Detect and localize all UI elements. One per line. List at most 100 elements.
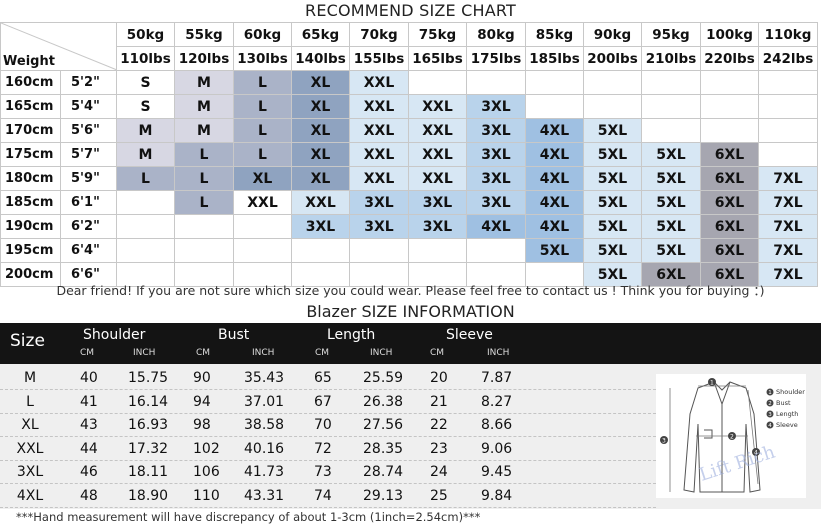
size-cell: 5XL <box>583 214 642 239</box>
blazer-value-cell: 27.56 <box>363 417 404 434</box>
size-cell: 5XL <box>583 262 642 287</box>
weight-kg-header: 50kg <box>116 22 175 47</box>
weight-lbs-header: 200lbs <box>583 46 642 71</box>
blazer-value-cell: 44 <box>80 440 98 457</box>
blazer-value-cell: 22 <box>430 417 448 434</box>
weight-lbs-header: 140lbs <box>291 46 350 71</box>
blazer-value-cell: 35.43 <box>244 370 285 386</box>
weight-kg-header: 70kg <box>349 22 409 47</box>
blazer-value-cell: 65 <box>314 370 332 386</box>
size-cell: L <box>233 70 292 95</box>
size-cell <box>233 214 292 239</box>
size-cell: XXL <box>233 190 292 215</box>
size-cell: M <box>174 70 234 95</box>
blazer-value-cell: 90 <box>193 370 211 386</box>
size-cell: 4XL <box>525 118 584 143</box>
size-cell: XXL <box>349 118 409 143</box>
contact-note: Dear friend! If you are not sure which s… <box>56 283 765 298</box>
size-cell <box>700 70 759 95</box>
size-cell <box>408 262 467 287</box>
blazer-value-cell: 73 <box>314 464 332 481</box>
legend-number-icon <box>766 399 774 407</box>
size-cell: L <box>233 94 292 119</box>
weight-lbs-header: 220lbs <box>700 46 759 71</box>
legend-number-icon <box>766 410 774 418</box>
legend-label: Sleeve <box>776 421 798 429</box>
legend-label: Length <box>776 410 798 418</box>
blazer-value-cell: 72 <box>314 440 332 457</box>
size-cell: 6XL <box>700 190 759 215</box>
shoulder-cm-unit: CM <box>80 348 95 358</box>
length-inch-unit: INCH <box>370 348 393 358</box>
size-cell <box>525 70 584 95</box>
blazer-row: XL 43 16.93 98 38.58 70 27.56 22 8.66 <box>0 414 656 438</box>
size-cell <box>233 262 292 287</box>
size-cell <box>525 262 584 287</box>
height-ft-cell: 6'4" <box>60 238 117 263</box>
size-cell: 5XL <box>641 214 701 239</box>
height-ft-cell: 5'7" <box>60 142 117 167</box>
table-row: 160cm 5'2" S M L XL XXL <box>0 70 818 95</box>
weight-lbs-header: 242lbs <box>758 46 818 71</box>
blazer-value-cell: 9.06 <box>481 440 513 457</box>
blazer-value-cell: 25 <box>430 488 448 504</box>
weight-kg-header: 95kg <box>641 22 701 47</box>
blazer-value-cell: 40 <box>80 370 98 386</box>
row-divider <box>0 459 656 461</box>
size-cell: XL <box>291 70 350 95</box>
size-cell: M <box>174 118 234 143</box>
svg-text:2: 2 <box>730 434 734 441</box>
sleeve-inch-unit: INCH <box>487 348 510 358</box>
length-header: Length <box>327 327 376 343</box>
blazer-size-cell: 4XL <box>16 488 44 504</box>
size-cell: 4XL <box>466 214 526 239</box>
size-cell: XL <box>291 166 350 191</box>
size-cell <box>758 94 818 119</box>
blazer-value-cell: 24 <box>430 464 448 481</box>
blazer-value-cell: 9.84 <box>481 488 513 504</box>
row-divider <box>0 412 656 414</box>
table-row: 185cm 6'1" L XXL XXL 3XL 3XL 3XL 4XL 5XL 5XL 6XL 7XL <box>0 190 818 215</box>
svg-text:3: 3 <box>662 438 666 445</box>
weight-lbs-header: 130lbs <box>233 46 292 71</box>
size-cell: 6XL <box>700 238 759 263</box>
size-cell: 7XL <box>758 214 818 239</box>
size-cell: 7XL <box>758 190 818 215</box>
height-ft-cell: 6'6" <box>60 262 117 287</box>
size-cell: 5XL <box>583 190 642 215</box>
blazer-value-cell: 70 <box>314 417 332 434</box>
size-cell: 5XL <box>641 190 701 215</box>
svg-text:4: 4 <box>754 450 758 457</box>
legend-label: Bust <box>776 399 791 407</box>
blazer-value-cell: 40.16 <box>244 440 285 457</box>
size-cell <box>291 238 350 263</box>
weight-kg-header: 85kg <box>525 22 584 47</box>
size-cell: L <box>174 190 234 215</box>
size-cell <box>116 214 175 239</box>
row-divider <box>0 507 656 508</box>
table-row: 165cm 5'4" S M L XL XXL XXL 3XL <box>0 94 818 119</box>
size-cell: 7XL <box>758 238 818 263</box>
weight-lbs-header: 155lbs <box>349 46 409 71</box>
size-cell: 5XL <box>525 238 584 263</box>
size-cell: 3XL <box>466 94 526 119</box>
legend-number: 3 <box>768 412 772 418</box>
recommend-chart-title: RECOMMEND SIZE CHART <box>305 1 516 20</box>
height-cm-cell: 195cm <box>0 238 61 263</box>
size-cell: 3XL <box>466 118 526 143</box>
blazer-value-cell: 110 <box>193 488 220 504</box>
blazer-value-cell: 67 <box>314 393 332 410</box>
blazer-value-cell: 8.27 <box>481 393 513 410</box>
size-cell: L <box>233 118 292 143</box>
blazer-value-cell: 43 <box>80 417 98 434</box>
size-cell: 4XL <box>525 142 584 167</box>
size-cell: 3XL <box>349 190 409 215</box>
height-cm-cell: 170cm <box>0 118 61 143</box>
size-cell <box>641 70 701 95</box>
size-cell: 7XL <box>758 262 818 287</box>
size-cell: XXL <box>408 166 467 191</box>
height-ft-cell: 6'2" <box>60 214 117 239</box>
size-cell <box>466 238 526 263</box>
size-cell: 3XL <box>408 190 467 215</box>
